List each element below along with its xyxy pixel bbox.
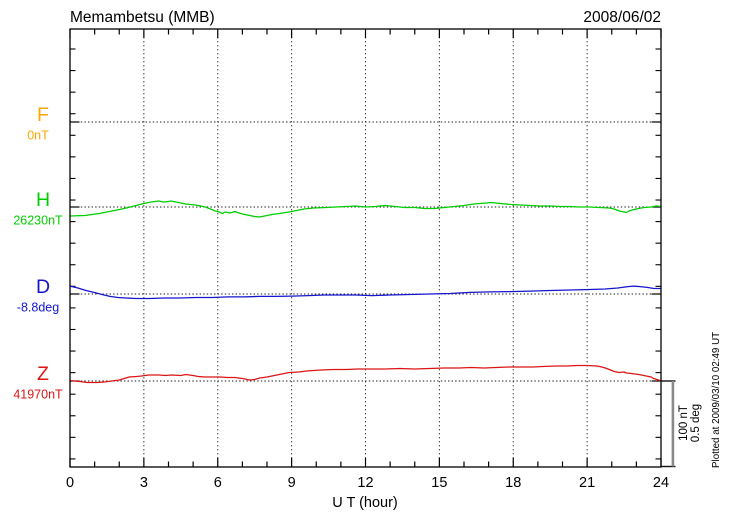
plot-date: 2008/06/02: [583, 9, 661, 26]
scale-bar-label-nt: 100 nT: [678, 405, 690, 441]
traces-layer: [69, 200, 662, 384]
scale-bar-label-deg: 0.5 deg: [690, 404, 702, 442]
series-baseline-value-D: -8.8deg: [17, 301, 59, 315]
plotted-at-note: Plotted at 2009/03/10 02:49 UT: [711, 332, 722, 468]
series-baseline-value-F: 0nT: [27, 129, 49, 143]
x-axis-label: U T (hour): [332, 495, 398, 511]
x-tick-label-18: 18: [505, 475, 521, 491]
series-labels-layer: F 0nT H 26230nT D -8.8deg Z 41970nT: [13, 104, 63, 402]
x-tick-label-0: 0: [66, 475, 74, 491]
x-tick-label-15: 15: [431, 475, 447, 491]
x-tick-label-9: 9: [288, 475, 296, 491]
scale-bar: 100 nT 0.5 deg: [661, 380, 702, 468]
trace-H: [69, 200, 662, 218]
plot-title: Memambetsu (MMB): [70, 9, 215, 26]
series-baseline-value-H: 26230nT: [13, 214, 63, 228]
series-letter-H: H: [36, 189, 50, 211]
trace-Z: [69, 364, 662, 384]
x-tick-label-24: 24: [653, 475, 669, 491]
x-tick-label-21: 21: [579, 475, 595, 491]
x-tick-labels-layer: 0 3 6 9 12 15 18 21 24: [66, 475, 669, 491]
trace-D: [69, 285, 662, 300]
scale-bar-column: [671, 381, 675, 467]
x-tick-label-3: 3: [140, 475, 148, 491]
gridlines-layer: [143, 29, 588, 467]
plot-border: [69, 28, 662, 468]
x-tick-label-6: 6: [214, 475, 222, 491]
series-letter-Z: Z: [37, 363, 49, 385]
series-letter-D: D: [36, 276, 50, 298]
series-baseline-value-Z: 41970nT: [13, 388, 63, 402]
axis-ticks-layer: [69, 29, 662, 467]
x-tick-label-12: 12: [357, 475, 373, 491]
series-letter-F: F: [37, 104, 49, 126]
